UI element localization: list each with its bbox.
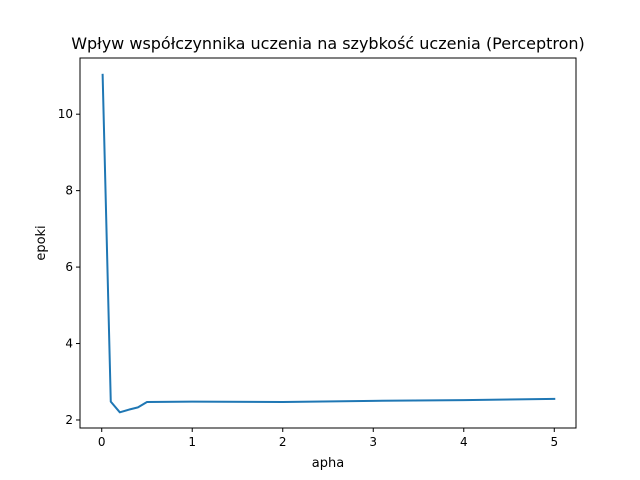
x-axis: 0 1 2 3 4 5 — [98, 428, 558, 449]
x-tick-label: 3 — [369, 435, 377, 449]
chart-title: Wpływ współczynnika uczenia na szybkość … — [71, 34, 585, 53]
plot-frame — [79, 57, 577, 429]
y-tick-label: 4 — [65, 337, 73, 351]
series-line — [101, 73, 556, 414]
series-layer — [101, 73, 556, 414]
y-tick-label: 2 — [65, 413, 73, 427]
y-axis: 2 4 6 8 10 — [58, 107, 80, 427]
y-tick-label: 8 — [65, 184, 73, 198]
x-axis-label: apha — [312, 456, 344, 471]
plot-area — [80, 58, 576, 428]
x-tick-label: 1 — [188, 435, 196, 449]
x-tick-label: 4 — [460, 435, 468, 449]
x-tick-label: 0 — [98, 435, 106, 449]
y-axis-label: epoki — [34, 225, 49, 260]
y-tick-label: 10 — [58, 107, 73, 121]
x-tick-label: 2 — [279, 435, 287, 449]
y-tick-label: 6 — [65, 260, 73, 274]
x-tick-label: 5 — [550, 435, 558, 449]
